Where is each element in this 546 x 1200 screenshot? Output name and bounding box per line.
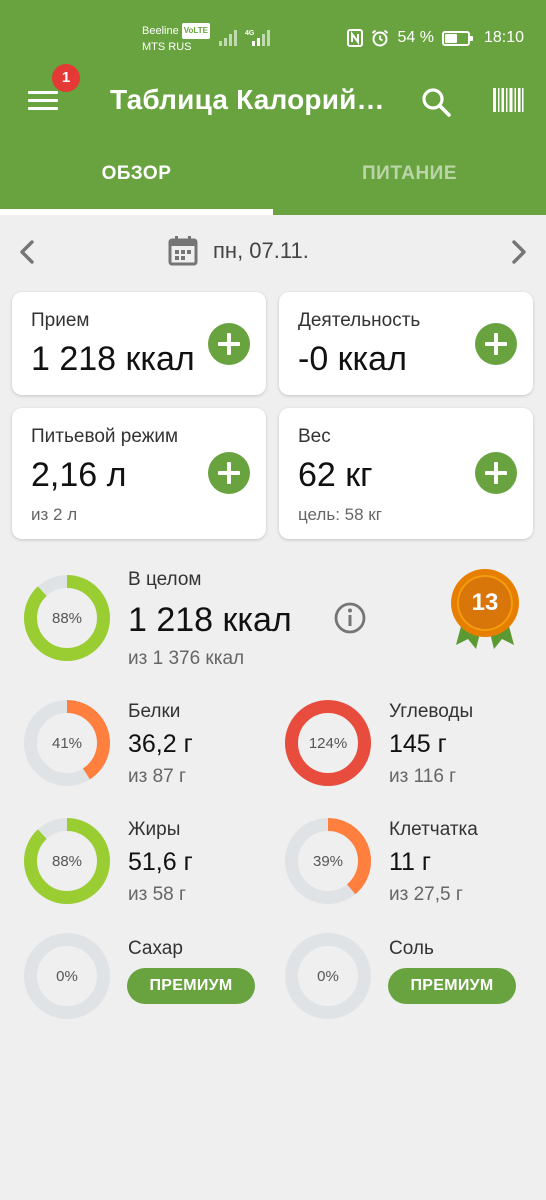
add-intake-button[interactable] (208, 323, 250, 365)
fiber-value: 11 г (389, 848, 432, 876)
fat-value: 51,6 г (128, 848, 193, 876)
water-card[interactable]: Питьевой режим 2,16 л из 2 л (12, 408, 266, 539)
medal-count: 13 (471, 589, 499, 616)
carrier-1: Beeline (142, 25, 179, 37)
add-water-button[interactable] (208, 452, 250, 494)
battery-percent: 54 % (397, 29, 434, 46)
fat-label: Жиры (128, 819, 181, 840)
protein-percent: 41% (51, 735, 83, 752)
protein-label: Белки (128, 701, 181, 722)
summary-ring[interactable]: 88% (24, 575, 110, 661)
fiber-ring-graphic (285, 818, 371, 904)
notification-badge: 1 (52, 64, 80, 92)
svg-text:4G: 4G (245, 30, 255, 37)
sugar-premium-button[interactable]: ПРЕМИУМ (127, 968, 255, 1004)
fat-ring-graphic (24, 818, 110, 904)
calendar-icon[interactable] (167, 235, 199, 267)
battery-icon (441, 30, 473, 46)
chevron-right-icon[interactable] (503, 237, 533, 267)
app-title: Таблица Калорий… (110, 84, 385, 115)
sugar-label: Сахар (128, 938, 183, 959)
streak-medal[interactable]: 13 (448, 567, 522, 659)
weight-goal: цель: 58 кг (298, 505, 382, 524)
add-weight-button[interactable] (475, 452, 517, 494)
activity-label: Деятельность (298, 310, 421, 331)
info-icon[interactable] (333, 601, 367, 635)
fiber-percent: 39% (312, 853, 344, 870)
fat-goal: из 58 г (128, 884, 186, 905)
carrier-2: MTS RUS (142, 41, 192, 53)
alarm-icon (372, 29, 389, 47)
intake-label: Прием (31, 310, 90, 331)
carrier-info: Beeline VoLTE MTS RUS (142, 23, 210, 55)
weight-label: Вес (298, 426, 331, 447)
status-bar: Beeline VoLTE MTS RUS 4G 54 % 18:10 (0, 0, 546, 70)
salt-ring[interactable]: 0% (285, 933, 371, 1019)
date-navigation: пн, 07.11. (0, 225, 546, 280)
volte-badge: VoLTE (181, 23, 210, 39)
tab-nutrition[interactable]: ПИТАНИЕ (362, 163, 457, 184)
activity-value: -0 ккал (298, 340, 407, 378)
carbs-ring[interactable]: 124% (285, 700, 371, 786)
salt-premium-button[interactable]: ПРЕМИУМ (388, 968, 516, 1004)
salt-percent: 0% (317, 968, 339, 985)
salt-ring-graphic (285, 933, 371, 1019)
hamburger-bar (28, 107, 58, 110)
carbs-percent: 124% (308, 735, 348, 752)
hamburger-bar (28, 99, 58, 102)
summary-label: В целом (128, 569, 202, 590)
summary-value: 1 218 ккал (128, 601, 292, 639)
menu-button[interactable] (18, 78, 68, 122)
water-goal: из 2 л (31, 505, 78, 524)
salt-label: Соль (389, 938, 434, 959)
protein-ring-graphic (24, 700, 110, 786)
tab-indicator (0, 209, 273, 215)
nfc-icon (347, 29, 364, 47)
fat-percent: 88% (51, 853, 83, 870)
search-icon[interactable] (416, 82, 456, 122)
fat-ring[interactable]: 88% (24, 818, 110, 904)
intake-value: 1 218 ккал (31, 340, 195, 378)
carbs-ring-graphic (285, 700, 371, 786)
tab-overview[interactable]: ОБЗОР (101, 163, 172, 184)
fiber-ring[interactable]: 39% (285, 818, 371, 904)
carbs-label: Углеводы (389, 701, 474, 722)
protein-goal: из 87 г (128, 766, 186, 787)
fiber-label: Клетчатка (389, 819, 478, 840)
carbs-value: 145 г (389, 730, 447, 758)
app-bar: Beeline VoLTE MTS RUS 4G 54 % 18:10 (0, 0, 546, 215)
add-activity-button[interactable] (475, 323, 517, 365)
current-date[interactable]: пн, 07.11. (213, 238, 309, 263)
weight-value: 62 кг (298, 456, 373, 494)
protein-ring[interactable]: 41% (24, 700, 110, 786)
barcode-icon[interactable] (490, 84, 526, 116)
sugar-ring[interactable]: 0% (24, 933, 110, 1019)
sugar-ring-graphic (24, 933, 110, 1019)
water-label: Питьевой режим (31, 426, 179, 447)
water-value: 2,16 л (31, 456, 127, 494)
sugar-percent: 0% (56, 968, 78, 985)
activity-card[interactable]: Деятельность -0 ккал (279, 292, 533, 395)
fiber-goal: из 27,5 г (389, 884, 463, 905)
intake-card[interactable]: Прием 1 218 ккал (12, 292, 266, 395)
signal-icon (219, 30, 237, 46)
summary-percent: 88% (51, 610, 83, 627)
clock: 18:10 (483, 29, 524, 46)
protein-value: 36,2 г (128, 730, 193, 758)
status-right: 54 % 18:10 (347, 29, 524, 47)
signal-4g-icon: 4G (245, 30, 270, 46)
weight-card[interactable]: Вес 62 кг цель: 58 кг (279, 408, 533, 539)
medal-icon (451, 569, 519, 649)
hamburger-icon (28, 91, 58, 94)
summary-goal: из 1 376 ккал (128, 648, 245, 669)
summary-ring-graphic (24, 575, 110, 661)
chevron-left-icon[interactable] (13, 237, 43, 267)
carbs-goal: из 116 г (389, 766, 457, 787)
